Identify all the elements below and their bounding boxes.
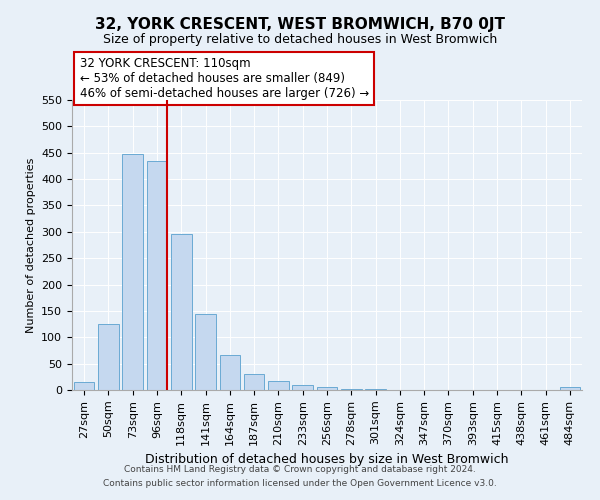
Text: 32, YORK CRESCENT, WEST BROMWICH, B70 0JT: 32, YORK CRESCENT, WEST BROMWICH, B70 0J… — [95, 18, 505, 32]
Bar — [560, 388, 580, 390]
Y-axis label: Number of detached properties: Number of detached properties — [26, 158, 35, 332]
Text: Contains HM Land Registry data © Crown copyright and database right 2024.
Contai: Contains HM Land Registry data © Crown c… — [103, 466, 497, 487]
Bar — [146, 160, 167, 390]
Bar — [268, 381, 289, 390]
Bar — [317, 387, 337, 390]
X-axis label: Distribution of detached houses by size in West Bromwich: Distribution of detached houses by size … — [145, 453, 509, 466]
Bar — [220, 354, 240, 390]
Bar — [195, 314, 216, 390]
Bar — [122, 154, 143, 390]
Bar — [74, 382, 94, 390]
Text: 32 YORK CRESCENT: 110sqm
← 53% of detached houses are smaller (849)
46% of semi-: 32 YORK CRESCENT: 110sqm ← 53% of detach… — [80, 57, 369, 100]
Bar — [98, 324, 119, 390]
Text: Size of property relative to detached houses in West Bromwich: Size of property relative to detached ho… — [103, 32, 497, 46]
Bar — [244, 374, 265, 390]
Bar — [171, 234, 191, 390]
Bar — [292, 386, 313, 390]
